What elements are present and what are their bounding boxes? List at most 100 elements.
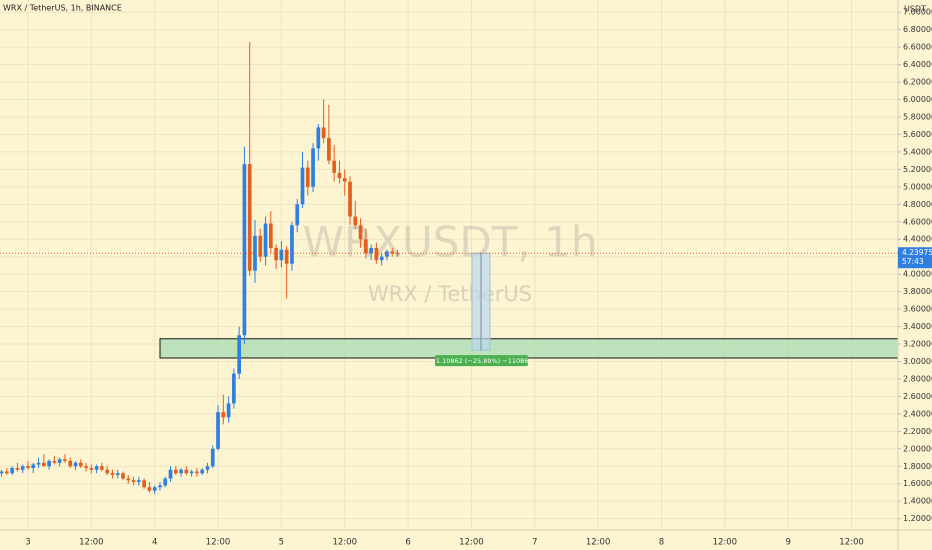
candle-body [311, 148, 315, 187]
candle-body [15, 468, 20, 470]
y-tick-label: 4.40000 [903, 235, 932, 244]
candle-body [115, 473, 120, 475]
y-tick-label: 5.00000 [903, 182, 932, 191]
candle-body [385, 251, 389, 257]
candle-body [136, 480, 141, 482]
y-tick-label: 2.40000 [903, 409, 932, 418]
y-tick-label: 6.80000 [903, 25, 932, 34]
candle-body [232, 373, 236, 404]
candle-body [263, 223, 268, 257]
x-tick-label: 6 [405, 538, 410, 548]
candle-body [20, 466, 25, 470]
candle-body [374, 247, 379, 261]
y-tick-label: 2.20000 [903, 427, 932, 436]
x-tick-label: 7 [532, 538, 537, 548]
candle-body [316, 127, 321, 149]
candle-body [390, 251, 395, 254]
y-tick-label: 7.00000 [903, 8, 932, 17]
candle-body [284, 249, 289, 264]
candle-body [52, 461, 57, 463]
candle-body [142, 480, 146, 488]
candle-body [110, 473, 115, 475]
candle-body [47, 461, 51, 467]
candle-body [195, 471, 199, 474]
y-tick-label: 5.80000 [903, 113, 932, 122]
y-tick-label: 1.20000 [903, 514, 932, 523]
y-tick-label: 2.00000 [903, 444, 932, 453]
x-tick-label: 5 [279, 538, 284, 548]
candle-body [89, 468, 94, 470]
candle-body [173, 469, 178, 474]
candle-body [26, 466, 30, 469]
y-tick-label: 3.80000 [903, 287, 932, 296]
candle-body [379, 256, 384, 261]
candle-body [253, 235, 257, 271]
candle-body [152, 487, 157, 491]
x-tick-label: 8 [659, 538, 664, 548]
y-tick-label: 5.20000 [903, 165, 932, 174]
y-tick-label: 6.00000 [903, 95, 932, 104]
candle-body [295, 204, 300, 226]
candle-body [242, 164, 247, 336]
candle-body [121, 473, 125, 479]
candle-body [358, 225, 363, 240]
candle-body [216, 412, 220, 449]
candle-body [247, 164, 252, 271]
measure-label-bg [435, 355, 528, 367]
y-tick-label: 5.40000 [903, 147, 932, 156]
candle-body [205, 466, 210, 470]
candle-body [179, 469, 183, 474]
y-tick-label: 3.60000 [903, 305, 932, 314]
candle-body [321, 127, 326, 138]
candle-body [189, 471, 194, 474]
candle-body [268, 223, 273, 248]
candle-body [36, 462, 41, 465]
x-tick-label: 12:00 [586, 538, 611, 548]
candle-body [279, 249, 284, 261]
y-tick-label: 6.60000 [903, 43, 932, 52]
candle-body [348, 181, 352, 217]
candle-body [0, 471, 4, 474]
y-tick-label: 2.60000 [903, 392, 932, 401]
candle-body [94, 466, 99, 470]
candle-body [353, 216, 358, 226]
candle-body [395, 253, 400, 255]
y-tick-label: 1.40000 [903, 497, 932, 506]
candle-body [168, 469, 173, 479]
candle-body [5, 471, 9, 474]
candle-body [78, 462, 83, 467]
y-tick-label: 3.40000 [903, 322, 932, 331]
candle-body [221, 412, 226, 418]
x-tick-label: 12:00 [332, 538, 357, 548]
y-tick-label: 5.60000 [903, 130, 932, 139]
y-axis-unit: USDT [904, 5, 926, 14]
y-tick-label: 2.80000 [903, 374, 932, 383]
x-tick-label: 3 [25, 538, 30, 548]
watermark-subtitle: WRX / TetherUS [368, 282, 532, 306]
y-tick-label: 4.00000 [903, 270, 932, 279]
candle-body [237, 335, 241, 374]
candle-body [57, 459, 62, 463]
candle-body [327, 137, 331, 161]
candle-body [126, 478, 131, 481]
y-tick-label: 6.20000 [903, 78, 932, 87]
candle-body [200, 469, 205, 474]
measure-label: −1.10862 (−25.89%) −110862 [430, 357, 532, 365]
candle-body [258, 235, 263, 257]
y-tick-label: 4.60000 [903, 217, 932, 226]
y-tick-label: 6.40000 [903, 60, 932, 69]
candle-body [158, 485, 162, 488]
x-tick-label: 12:00 [79, 538, 104, 548]
y-tick-label: 1.80000 [903, 462, 932, 471]
countdown-label: 57:43 [902, 257, 924, 266]
x-tick-label: 12:00 [206, 538, 231, 548]
candle-body [332, 160, 337, 173]
candle-body [68, 461, 73, 467]
candle-body [226, 403, 231, 418]
y-tick-label: 3.00000 [903, 357, 932, 366]
candle-body [184, 469, 189, 474]
candle-body [163, 478, 168, 486]
x-tick-label: 12:00 [839, 538, 864, 548]
